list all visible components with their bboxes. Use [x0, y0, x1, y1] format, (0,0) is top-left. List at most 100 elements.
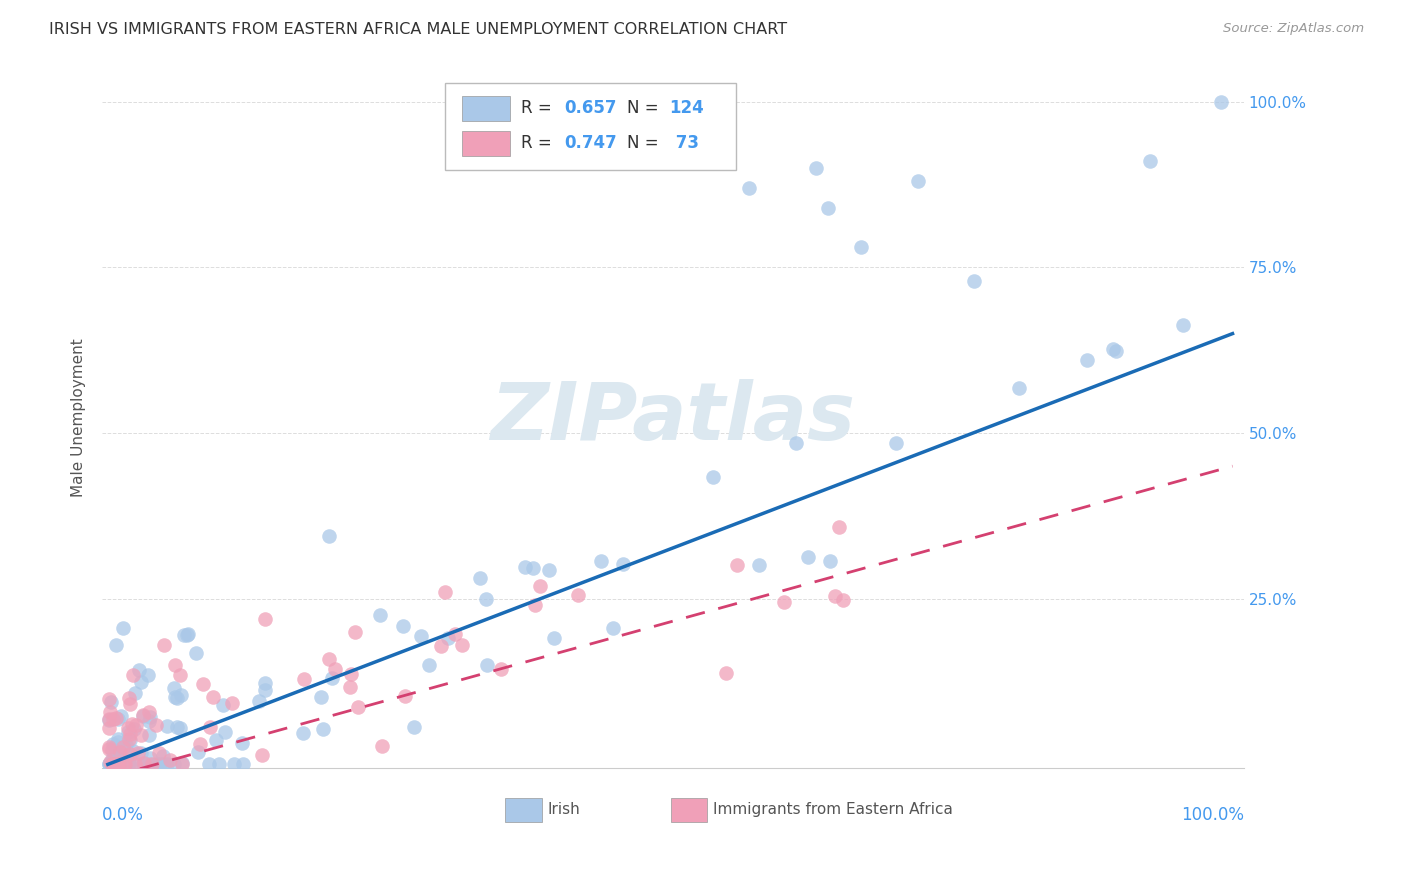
Point	[198, 720, 221, 734]
Point	[118, 727, 141, 741]
Point	[97, 692, 120, 706]
Point	[128, 664, 150, 678]
Point	[522, 561, 544, 575]
Point	[104, 711, 127, 725]
Point	[103, 712, 125, 726]
Point	[806, 161, 828, 175]
Point	[205, 733, 228, 747]
Point	[1171, 318, 1194, 333]
Point	[132, 709, 155, 723]
Point	[163, 690, 186, 705]
Point	[198, 756, 221, 771]
Point	[117, 756, 139, 771]
Point	[122, 668, 145, 682]
Point	[1104, 344, 1126, 359]
Point	[124, 686, 146, 700]
Point	[392, 618, 415, 632]
Point	[186, 647, 208, 661]
Point	[98, 705, 121, 719]
Point	[112, 756, 135, 771]
Point	[232, 756, 254, 771]
Point	[98, 756, 121, 771]
Point	[112, 753, 135, 767]
Point	[451, 639, 474, 653]
Point	[120, 747, 142, 761]
Point	[118, 690, 141, 705]
Point	[136, 667, 159, 681]
Point	[173, 628, 195, 642]
Text: Immigrants from Eastern Africa: Immigrants from Eastern Africa	[713, 802, 953, 817]
Point	[418, 658, 440, 673]
Point	[166, 691, 188, 706]
Point	[98, 712, 121, 726]
Point	[132, 707, 155, 722]
Point	[112, 756, 135, 771]
Point	[114, 756, 136, 771]
Point	[98, 756, 121, 771]
Point	[101, 756, 124, 771]
Point	[738, 181, 761, 195]
Point	[748, 558, 770, 572]
Point	[114, 739, 136, 753]
Point	[138, 728, 160, 742]
Point	[103, 737, 125, 751]
Point	[249, 694, 271, 708]
Point	[127, 746, 149, 760]
Point	[98, 756, 121, 770]
Point	[118, 756, 141, 771]
Point	[785, 436, 807, 450]
Point	[344, 624, 367, 639]
Point	[97, 741, 120, 756]
Point	[125, 718, 148, 732]
Point	[437, 631, 460, 645]
Point	[907, 174, 929, 188]
Point	[101, 752, 124, 766]
Point	[443, 627, 465, 641]
Point	[254, 611, 277, 625]
Point	[145, 756, 167, 771]
Point	[110, 709, 132, 723]
Text: ZIPatlas: ZIPatlas	[491, 379, 855, 457]
Point	[153, 638, 176, 652]
Point	[851, 240, 873, 254]
Point	[177, 626, 200, 640]
Point	[101, 742, 124, 756]
Point	[117, 732, 139, 747]
Point	[138, 705, 160, 719]
Text: 73: 73	[669, 135, 699, 153]
Point	[100, 695, 122, 709]
Point	[103, 756, 125, 771]
Point	[828, 519, 851, 533]
Point	[156, 719, 179, 733]
Y-axis label: Male Unemployment: Male Unemployment	[72, 339, 86, 498]
Point	[188, 737, 211, 751]
Point	[430, 639, 453, 653]
Point	[169, 721, 191, 735]
Point	[112, 621, 135, 635]
Point	[725, 558, 748, 572]
Point	[155, 756, 177, 771]
Point	[105, 756, 128, 771]
Point	[107, 731, 129, 746]
Point	[105, 744, 128, 758]
Point	[475, 592, 498, 607]
Point	[121, 717, 143, 731]
Point	[105, 740, 128, 755]
Point	[529, 579, 551, 593]
FancyBboxPatch shape	[505, 798, 541, 822]
Point	[105, 756, 128, 771]
Point	[100, 756, 122, 771]
Point	[122, 744, 145, 758]
Point	[291, 726, 314, 740]
Point	[166, 720, 188, 734]
Point	[97, 739, 120, 754]
Text: N =: N =	[627, 99, 664, 118]
Point	[214, 724, 236, 739]
Point	[131, 746, 153, 760]
Point	[773, 595, 796, 609]
Point	[105, 756, 128, 771]
Text: 0.0%: 0.0%	[103, 806, 143, 824]
Text: 124: 124	[669, 99, 704, 118]
Point	[117, 721, 139, 735]
Point	[114, 739, 136, 753]
